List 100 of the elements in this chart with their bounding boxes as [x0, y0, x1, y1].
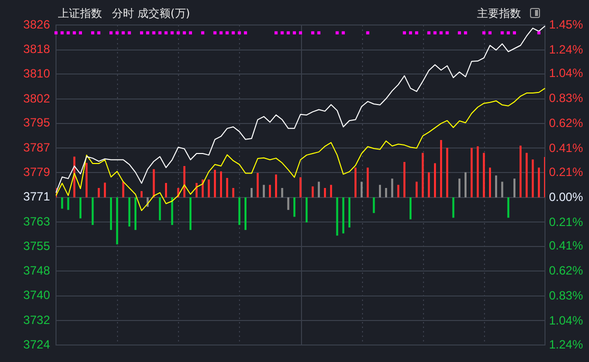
bar	[79, 197, 82, 218]
bar	[244, 197, 246, 230]
bar	[128, 197, 130, 227]
y2-tick-label: 1.04%	[549, 66, 584, 80]
bar	[372, 197, 375, 214]
bar	[262, 184, 265, 198]
bar	[152, 169, 155, 198]
bar	[482, 152, 485, 198]
bar	[104, 182, 106, 198]
bar	[330, 184, 332, 198]
bar	[410, 197, 412, 220]
bar	[158, 197, 161, 220]
bar	[507, 197, 510, 218]
bar	[202, 180, 204, 198]
bar	[397, 184, 400, 198]
bar	[336, 197, 338, 236]
bar	[318, 182, 320, 198]
bar	[526, 152, 528, 198]
y2-tick-label: 1.24%	[549, 42, 584, 56]
y-tick-label: 3795	[23, 116, 50, 130]
bar	[501, 182, 504, 198]
y2-tick-label: 0.83%	[549, 288, 584, 303]
bar	[391, 178, 394, 198]
bar	[385, 188, 388, 198]
bar	[300, 177, 302, 198]
bar	[232, 188, 234, 198]
bar	[171, 197, 174, 225]
y-tick-label: 3763	[23, 214, 50, 228]
y2-tick-label: 0.83%	[549, 91, 584, 106]
y2-tick-label: 1.45%	[549, 17, 584, 32]
bar	[324, 188, 326, 198]
bar	[86, 162, 88, 198]
bar	[183, 166, 186, 198]
bar	[134, 197, 136, 230]
bar	[287, 197, 290, 210]
bar	[440, 140, 442, 198]
y-tick-label: 3826	[23, 17, 50, 32]
bar	[458, 178, 460, 198]
bar	[189, 197, 192, 230]
bar	[116, 197, 118, 244]
bar	[165, 182, 168, 198]
bar	[226, 178, 228, 198]
bar	[354, 168, 357, 198]
bar	[360, 182, 363, 198]
y2-tick-label: 0.62%	[549, 116, 584, 130]
y-tick-label: 3787	[23, 140, 50, 154]
bar	[208, 180, 210, 198]
bar	[452, 197, 454, 218]
bar	[378, 184, 381, 198]
y2-tick-label: 0.41%	[549, 141, 584, 156]
y2-tick-label: 1.24%	[549, 337, 584, 352]
y-tick-label: 3740	[23, 288, 50, 302]
bar	[196, 182, 198, 198]
bar	[281, 188, 284, 198]
bar	[446, 148, 448, 198]
bar	[256, 172, 259, 198]
text: 主要指数	[477, 6, 521, 21]
y2-tick-label: 0.62%	[549, 264, 584, 278]
bar	[520, 146, 522, 198]
bar	[214, 170, 216, 198]
bar	[312, 186, 314, 198]
bar	[268, 184, 271, 198]
bar	[306, 197, 308, 222]
bar	[61, 197, 64, 209]
y-tick-label: 3732	[23, 312, 50, 327]
bar	[366, 168, 369, 198]
bar	[67, 197, 70, 210]
bar	[476, 146, 479, 198]
bar	[434, 163, 436, 198]
text: 分时 成交额(万)	[112, 7, 190, 20]
bar	[488, 168, 491, 198]
bar	[532, 159, 534, 198]
y2-tick-label: 0.41%	[549, 238, 584, 253]
y-tick-label: 3818	[23, 42, 50, 56]
bar	[416, 182, 418, 198]
chart-title: 上证指数	[58, 7, 102, 20]
y-tick-label: 3810	[23, 66, 50, 81]
bar	[495, 175, 498, 198]
y-tick-label: 3755	[23, 238, 50, 253]
bar	[428, 172, 430, 198]
bar	[98, 188, 100, 198]
bar	[422, 152, 424, 198]
bar	[513, 178, 516, 198]
bar	[538, 168, 540, 198]
y2-tick-label: 1.04%	[549, 314, 584, 328]
bar	[220, 171, 222, 198]
bar	[293, 197, 296, 217]
y2-tick-label: 0.21%	[549, 214, 584, 229]
y-tick-label: 3724	[23, 337, 50, 352]
bar	[348, 197, 350, 228]
bar	[470, 148, 473, 198]
bar	[403, 162, 406, 198]
y-tick-label: 3802	[23, 91, 50, 106]
bar	[275, 174, 278, 198]
y2-tick-label: 0.00%	[549, 190, 584, 204]
bar	[122, 182, 124, 198]
y-tick-label: 3771	[23, 190, 50, 204]
bar	[110, 197, 112, 230]
bar	[342, 197, 344, 234]
bar	[92, 197, 94, 225]
